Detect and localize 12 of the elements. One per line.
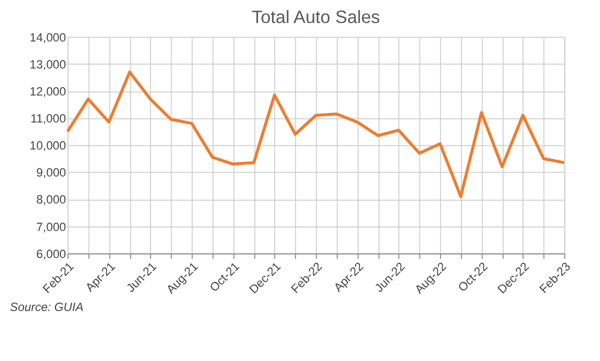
chart-title: Total Auto Sales [252, 6, 380, 27]
y-tick-label: 6,000 [36, 246, 66, 261]
y-tick-label: 7,000 [36, 220, 66, 234]
y-tick-label: 11,000 [30, 111, 66, 126]
y-tick-label: 14,000 [30, 30, 66, 44]
y-tick-label: 13,000 [30, 57, 66, 72]
y-tick-label: 9,000 [36, 166, 66, 180]
y-tick-label: 8,000 [36, 192, 66, 207]
y-tick-label: 12,000 [30, 84, 66, 98]
source-note: Source: GUIA [10, 300, 84, 314]
line-series [66, 70, 566, 198]
y-tick-label: 10,000 [30, 138, 66, 153]
